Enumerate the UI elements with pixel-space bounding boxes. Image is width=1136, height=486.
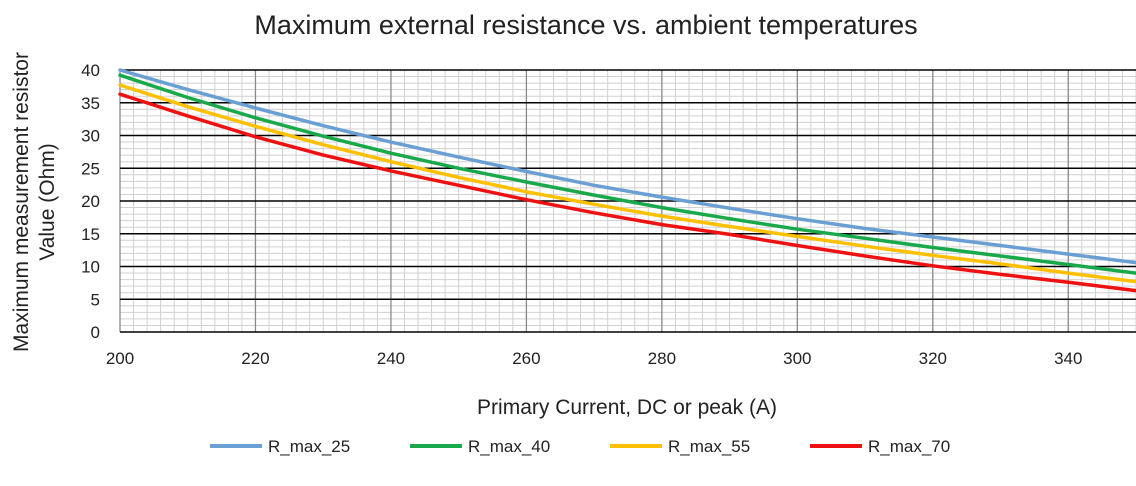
legend-label: R_max_25 <box>268 437 350 456</box>
y-axis-label-line-1: Maximum measurement resistor <box>10 52 33 352</box>
legend-label: R_max_70 <box>868 437 950 456</box>
x-tick-label: 300 <box>783 349 811 368</box>
x-tick-label: 320 <box>919 349 947 368</box>
x-tick-label: 240 <box>377 349 405 368</box>
series-line-R_max_25 <box>118 68 1136 265</box>
x-tick-label: 260 <box>512 349 540 368</box>
x-axis-label: Primary Current, DC or peak (A) <box>477 396 777 419</box>
y-tick-label: 20 <box>81 192 100 211</box>
y-tick-label: 30 <box>81 127 100 146</box>
series-line-R_max_40 <box>118 73 1136 275</box>
legend-item-R_max_25: R_max_25 <box>210 437 350 456</box>
series-line-R_max_70 <box>118 92 1136 293</box>
y-tick-labels: 0 5 10 15 20 25 30 35 40 <box>81 61 100 342</box>
y-tick-label: 25 <box>81 159 100 178</box>
y-tick-label: 35 <box>81 94 100 113</box>
legend-label: R_max_55 <box>668 437 750 456</box>
y-tick-label: 40 <box>81 61 100 80</box>
legend-label: R_max_40 <box>468 437 550 456</box>
y-axis-label: Maximum measurement resistor Value (Ohm) <box>10 52 59 352</box>
y-tick-label: 10 <box>81 258 100 277</box>
y-tick-label: 15 <box>81 225 100 244</box>
y-tick-label: 0 <box>91 323 100 342</box>
legend-item-R_max_40: R_max_40 <box>410 437 550 456</box>
y-axis-label-line-2: Value (Ohm) <box>36 143 59 260</box>
legend-item-R_max_70: R_max_70 <box>810 437 950 456</box>
x-tick-label: 340 <box>1054 349 1082 368</box>
chart-title: Maximum external resistance vs. ambient … <box>254 10 917 40</box>
y-tick-label: 5 <box>91 290 100 309</box>
x-tick-label: 220 <box>241 349 269 368</box>
legend: R_max_25 R_max_40 R_max_55 R_max_70 <box>210 437 950 456</box>
series-lines <box>118 68 1136 293</box>
series-line-R_max_55 <box>118 83 1136 284</box>
x-tick-label: 280 <box>648 349 676 368</box>
x-tick-label: 200 <box>106 349 134 368</box>
x-tick-labels: 200 220 240 260 280 300 320 340 <box>106 349 1083 368</box>
legend-item-R_max_55: R_max_55 <box>610 437 750 456</box>
